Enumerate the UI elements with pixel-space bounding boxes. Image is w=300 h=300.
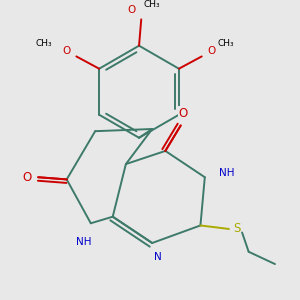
Text: NH: NH: [219, 168, 235, 178]
Text: CH₃: CH₃: [218, 39, 234, 48]
Text: CH₃: CH₃: [36, 39, 52, 48]
Text: O: O: [207, 46, 215, 56]
Text: S: S: [233, 222, 241, 235]
Text: CH₃: CH₃: [144, 0, 160, 8]
Text: O: O: [22, 171, 32, 184]
Text: O: O: [128, 5, 136, 15]
Text: O: O: [63, 46, 71, 56]
Text: NH: NH: [76, 237, 92, 247]
Text: N: N: [154, 252, 161, 262]
Text: O: O: [178, 107, 188, 120]
